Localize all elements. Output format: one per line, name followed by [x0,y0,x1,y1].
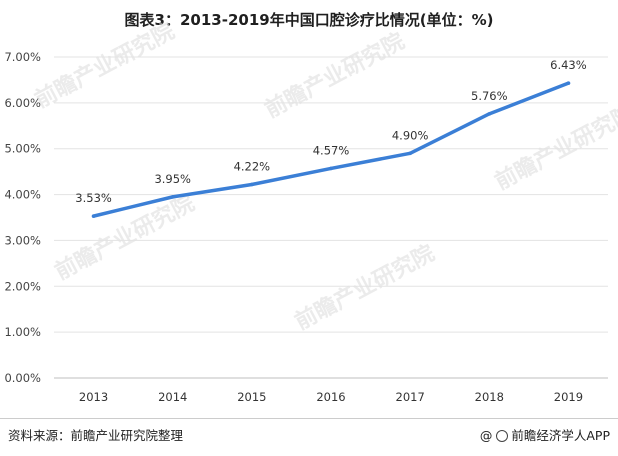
data-label: 5.76% [471,89,508,103]
line-chart: 前瞻产业研究院 前瞻产业研究院前瞻产业研究院前瞻产业研究院前瞻产业研究院0.00%… [4,18,618,404]
y-tick-label: 6.00% [4,96,41,110]
y-tick-label: 1.00% [4,325,41,339]
data-label: 3.95% [154,172,191,186]
watermark-text: 前瞻产业研究院 [261,28,409,123]
y-tick-label: 0.00% [4,371,41,385]
data-point [170,195,175,199]
data-label: 4.90% [392,128,429,142]
x-tick-label: 2015 [237,390,266,404]
x-tick-label: 2018 [475,390,504,404]
y-tick-label: 7.00% [4,50,41,64]
data-label: 4.57% [313,143,350,157]
y-tick-label: 5.00% [4,142,41,156]
data-point [566,81,571,85]
y-tick-label: 3.00% [4,233,41,247]
x-tick-label: 2013 [79,390,108,404]
watermark-text: 前瞻产业研究院 [51,190,199,285]
data-label: 6.43% [550,58,587,72]
data-label: 4.22% [234,159,271,173]
x-tick-label: 2016 [316,390,345,404]
data-point [250,182,254,187]
data-point [91,214,96,218]
data-point [487,112,492,116]
x-tick-label: 2017 [396,390,425,404]
footer: 资料来源：前瞻产业研究院整理 @ 前瞻经济学人APP [8,421,610,451]
data-label: 3.53% [75,191,112,205]
x-tick-label: 2019 [554,390,583,404]
data-point [329,166,333,171]
y-tick-label: 2.00% [4,279,41,293]
chart-title: 图表3：2013-2019年中国口腔诊疗比情况(单位：%) [124,11,494,29]
brand-logo-icon [496,430,509,442]
x-tick-label: 2014 [158,390,187,404]
brand-credit: @ 前瞻经济学人APP [479,428,610,443]
watermark-text: 前瞻产业研究院 [291,240,439,335]
data-point [408,151,412,156]
source-note: 资料来源：前瞻产业研究院整理 [8,428,184,443]
footer-divider [0,418,618,419]
watermark-text: 前瞻产业研究院 [491,100,618,195]
watermark-text: 前瞻产业研究院 [31,18,179,113]
brand-text: 前瞻经济学人APP [511,428,610,443]
y-tick-label: 4.00% [4,188,41,202]
